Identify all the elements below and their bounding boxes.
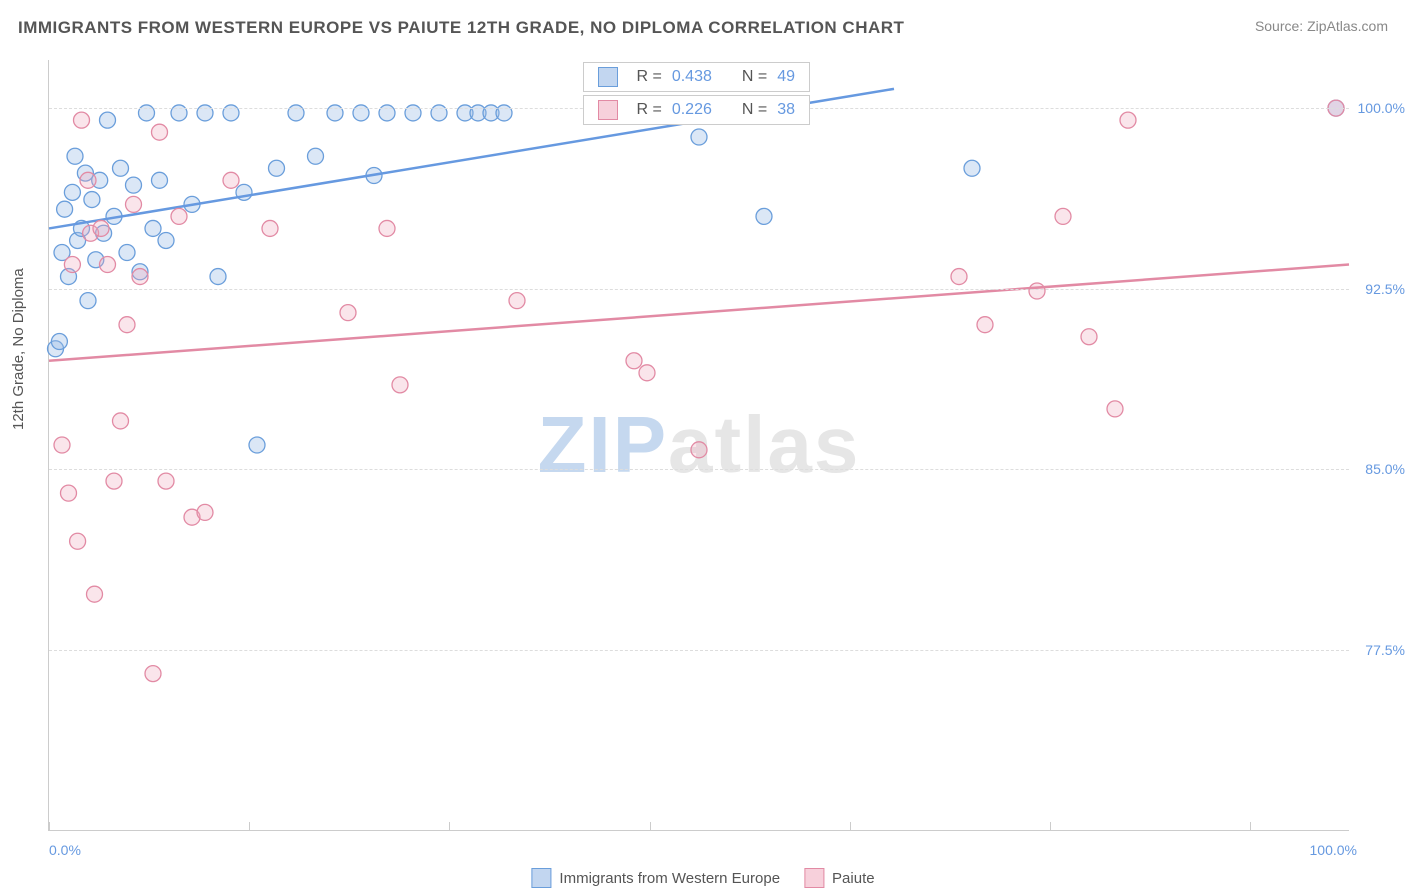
scatter-point [158, 473, 174, 489]
scatter-point [126, 177, 142, 193]
scatter-point [61, 485, 77, 501]
scatter-point [691, 442, 707, 458]
scatter-point [210, 269, 226, 285]
scatter-point [64, 184, 80, 200]
x-tick [1050, 822, 1051, 830]
scatter-point [145, 220, 161, 236]
scatter-point [308, 148, 324, 164]
scatter-point [70, 533, 86, 549]
scatter-point [197, 504, 213, 520]
scatter-point [249, 437, 265, 453]
stat-r-label: R = [636, 68, 661, 86]
scatter-point [223, 172, 239, 188]
gridline [49, 650, 1349, 651]
scatter-point [119, 317, 135, 333]
gridline [49, 469, 1349, 470]
y-axis-label: 12th Grade, No Diploma [10, 268, 27, 430]
y-tick-label: 77.5% [1365, 642, 1405, 658]
y-tick-label: 100.0% [1358, 100, 1405, 116]
scatter-point [269, 160, 285, 176]
stat-n-value-a: 49 [777, 68, 795, 86]
legend-label-b: Paiute [832, 870, 875, 887]
chart-title: IMMIGRANTS FROM WESTERN EUROPE VS PAIUTE… [18, 18, 904, 38]
scatter-point [756, 208, 772, 224]
legend: Immigrants from Western Europe Paiute [531, 868, 874, 888]
scatter-point [57, 201, 73, 217]
x-max-label: 100.0% [1310, 842, 1357, 858]
y-tick-label: 85.0% [1365, 461, 1405, 477]
scatter-point [84, 192, 100, 208]
chart-svg [49, 60, 1349, 830]
scatter-point [152, 124, 168, 140]
scatter-point [119, 245, 135, 261]
scatter-point [145, 666, 161, 682]
scatter-point [171, 208, 187, 224]
legend-item-a: Immigrants from Western Europe [531, 868, 780, 888]
x-tick [650, 822, 651, 830]
swatch-series-a [598, 67, 618, 87]
scatter-point [80, 172, 96, 188]
scatter-point [54, 437, 70, 453]
scatter-point [626, 353, 642, 369]
stat-n-label: N = [742, 101, 767, 119]
stat-box-series-a: R = 0.438 N = 49 [583, 62, 810, 92]
scatter-point [1120, 112, 1136, 128]
scatter-point [158, 232, 174, 248]
scatter-point [951, 269, 967, 285]
x-tick [49, 822, 50, 830]
scatter-point [1029, 283, 1045, 299]
scatter-point [262, 220, 278, 236]
scatter-point [113, 413, 129, 429]
scatter-point [691, 129, 707, 145]
scatter-point [51, 334, 67, 350]
stat-r-label: R = [636, 101, 661, 119]
scatter-point [392, 377, 408, 393]
stat-n-label: N = [742, 68, 767, 86]
stat-box-series-b: R = 0.226 N = 38 [583, 95, 810, 125]
x-tick [249, 822, 250, 830]
scatter-point [977, 317, 993, 333]
scatter-point [1107, 401, 1123, 417]
scatter-point [379, 220, 395, 236]
gridline [49, 289, 1349, 290]
x-tick [1250, 822, 1251, 830]
scatter-point [1081, 329, 1097, 345]
scatter-point [64, 257, 80, 273]
swatch-series-b [598, 100, 618, 120]
x-tick [850, 822, 851, 830]
scatter-point [126, 196, 142, 212]
trend-line [49, 265, 1349, 361]
scatter-point [509, 293, 525, 309]
x-min-label: 0.0% [49, 842, 81, 858]
stat-r-value-b: 0.226 [672, 101, 712, 119]
scatter-point [106, 473, 122, 489]
y-tick-label: 92.5% [1365, 281, 1405, 297]
scatter-point [67, 148, 83, 164]
scatter-point [100, 112, 116, 128]
scatter-point [639, 365, 655, 381]
scatter-point [113, 160, 129, 176]
scatter-point [132, 269, 148, 285]
chart-plot-area: ZIPatlas 0.0% 100.0% 100.0%92.5%85.0%77.… [48, 60, 1349, 831]
scatter-point [100, 257, 116, 273]
scatter-point [340, 305, 356, 321]
legend-item-b: Paiute [804, 868, 875, 888]
scatter-point [87, 586, 103, 602]
stat-n-value-b: 38 [777, 101, 795, 119]
x-tick [449, 822, 450, 830]
source-label: Source: ZipAtlas.com [1255, 18, 1388, 34]
scatter-point [152, 172, 168, 188]
legend-swatch-a [531, 868, 551, 888]
scatter-point [80, 293, 96, 309]
scatter-point [1055, 208, 1071, 224]
legend-label-a: Immigrants from Western Europe [559, 870, 780, 887]
stat-r-value-a: 0.438 [672, 68, 712, 86]
scatter-point [74, 112, 90, 128]
scatter-point [964, 160, 980, 176]
scatter-point [93, 220, 109, 236]
legend-swatch-b [804, 868, 824, 888]
